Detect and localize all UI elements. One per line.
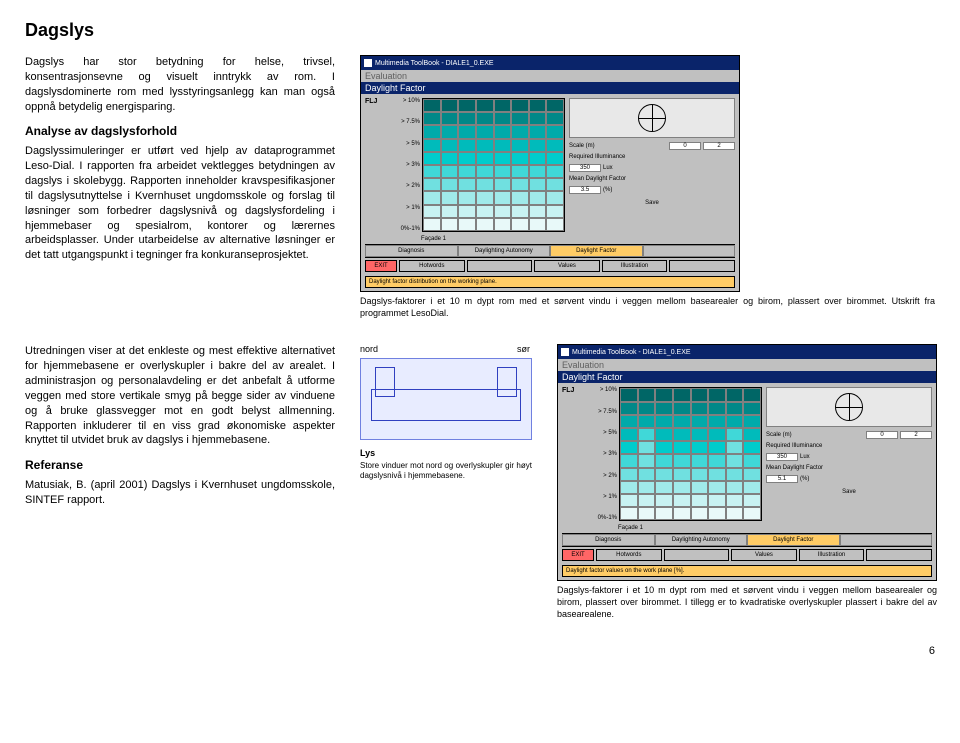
tab-3[interactable] bbox=[643, 245, 736, 257]
screenshot-1: Multimedia ToolBook - DIALE1_0.EXE Evalu… bbox=[360, 55, 740, 290]
analyse-paragraph: Dagslyssimuleringer er utført ved hjelp … bbox=[25, 144, 335, 263]
df-heatmap bbox=[619, 387, 762, 521]
save-button[interactable]: Save bbox=[766, 487, 932, 497]
section-diagram bbox=[360, 358, 532, 440]
tab-row-2: EXIT Hotwords ValuesIllustration bbox=[361, 258, 739, 276]
screenshot-2: Multimedia ToolBook - DIALE1_0.EXE Evalu… bbox=[557, 344, 937, 579]
status-bar: Daylight factor values on the work plane… bbox=[562, 565, 932, 577]
req-illum-value: 350 bbox=[766, 453, 798, 461]
sys-icon bbox=[561, 348, 569, 356]
nord-label: nord bbox=[360, 344, 378, 354]
save-button[interactable]: Save bbox=[569, 198, 735, 208]
page-title: Dagslys bbox=[25, 20, 935, 41]
mean-df-value: 5.1 bbox=[766, 475, 798, 483]
req-illum-value: 350 bbox=[569, 164, 601, 172]
tab-row-1: DiagnosisDaylighting AutonomyDaylight Fa… bbox=[365, 244, 735, 258]
req-illum-row: Required Illuminance bbox=[766, 443, 932, 449]
bottom-btn[interactable]: Hotwords bbox=[596, 549, 662, 561]
tab-row-1: DiagnosisDaylighting AutonomyDaylight Fa… bbox=[562, 533, 932, 547]
df-heatmap bbox=[422, 98, 565, 232]
mean-df-row: Mean Daylight Factor bbox=[569, 176, 735, 182]
flj-label: FLJ bbox=[562, 387, 586, 521]
orientation-widget bbox=[569, 98, 735, 138]
window-titlebar: Multimedia ToolBook - DIALE1_0.EXE bbox=[558, 345, 936, 359]
caption-1: Dagslys-faktorer i et 10 m dypt rom med … bbox=[360, 296, 935, 319]
bottom-btn[interactable] bbox=[664, 549, 730, 561]
facade-label: Façade 1 bbox=[361, 236, 739, 244]
eval-label: Evaluation bbox=[361, 70, 739, 82]
bottom-btn[interactable]: Illustration bbox=[602, 260, 668, 272]
tab-3[interactable] bbox=[840, 534, 933, 546]
tab-0[interactable]: Diagnosis bbox=[365, 245, 458, 257]
bottom-btn[interactable] bbox=[669, 260, 735, 272]
facade-label: Façade 1 bbox=[558, 525, 936, 533]
lys-heading: Lys bbox=[360, 448, 532, 458]
status-bar: Daylight factor distribution on the work… bbox=[365, 276, 735, 288]
window-titlebar: Multimedia ToolBook - DIALE1_0.EXE bbox=[361, 56, 739, 70]
bottom-btn[interactable]: Illustration bbox=[799, 549, 865, 561]
intro-paragraph: Dagslys har stor betydning for helse, tr… bbox=[25, 55, 335, 114]
flj-label: FLJ bbox=[365, 98, 389, 232]
window-title-text: Multimedia ToolBook - DIALE1_0.EXE bbox=[375, 60, 494, 67]
exit-button[interactable]: EXIT bbox=[562, 549, 594, 561]
sor-label: sør bbox=[517, 344, 530, 354]
nord-sor-labels: nord sør bbox=[360, 344, 530, 354]
page-number: 6 bbox=[25, 645, 935, 657]
orientation-widget bbox=[766, 387, 932, 427]
utredning-paragraph: Utredningen viser at det enkleste og mes… bbox=[25, 344, 335, 448]
lys-paragraph: Store vinduer mot nord og overlyskupler … bbox=[360, 461, 532, 481]
tab-2[interactable]: Daylight Factor bbox=[747, 534, 840, 546]
referanse-paragraph: Matusiak, B. (april 2001) Dagslys i Kver… bbox=[25, 478, 335, 508]
tab-row-2: EXIT Hotwords ValuesIllustration bbox=[558, 547, 936, 565]
bottom-btn[interactable] bbox=[866, 549, 932, 561]
referanse-heading: Referanse bbox=[25, 458, 335, 472]
analyse-heading: Analyse av dagslysforhold bbox=[25, 124, 335, 138]
window-title-text: Multimedia ToolBook - DIALE1_0.EXE bbox=[572, 349, 691, 356]
bottom-btn[interactable]: Hotwords bbox=[399, 260, 465, 272]
exit-button[interactable]: EXIT bbox=[365, 260, 397, 272]
y-axis: > 10%> 7.5%> 5%> 3%> 2%> 1%0%-1% bbox=[589, 387, 619, 521]
tab-1[interactable]: Daylighting Autonomy bbox=[458, 245, 551, 257]
tab-0[interactable]: Diagnosis bbox=[562, 534, 655, 546]
mean-df-row: Mean Daylight Factor bbox=[766, 465, 932, 471]
bottom-btn[interactable] bbox=[467, 260, 533, 272]
scale-row: Scale (m)02 bbox=[569, 142, 735, 150]
y-axis: > 10%> 7.5%> 5%> 3%> 2%> 1%0%-1% bbox=[392, 98, 422, 232]
mean-df-value: 3.5 bbox=[569, 186, 601, 194]
bottom-btn[interactable]: Values bbox=[534, 260, 600, 272]
eval-label: Evaluation bbox=[558, 359, 936, 371]
df-label: Daylight Factor bbox=[361, 82, 739, 94]
req-illum-row: Required Illuminance bbox=[569, 154, 735, 160]
tab-1[interactable]: Daylighting Autonomy bbox=[655, 534, 748, 546]
bottom-btn[interactable]: Values bbox=[731, 549, 797, 561]
df-label: Daylight Factor bbox=[558, 371, 936, 383]
caption-2: Dagslys-faktorer i et 10 m dypt rom med … bbox=[557, 585, 937, 620]
sys-icon bbox=[364, 59, 372, 67]
tab-2[interactable]: Daylight Factor bbox=[550, 245, 643, 257]
scale-row: Scale (m)02 bbox=[766, 431, 932, 439]
